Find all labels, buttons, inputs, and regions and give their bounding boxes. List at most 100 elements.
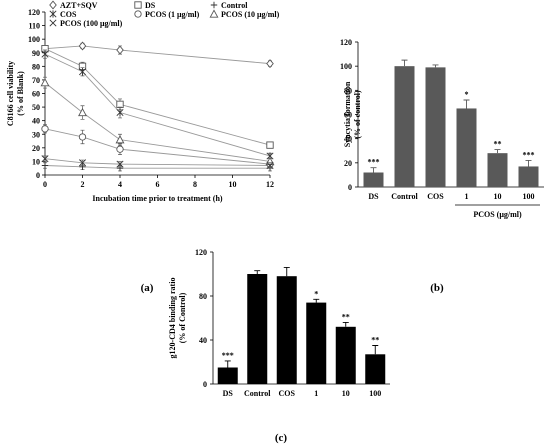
- error-bar-b: [494, 149, 501, 154]
- series-line: [44, 45, 271, 65]
- y-tick-label-a: 120: [28, 8, 40, 17]
- panel-label-b: (b): [430, 282, 444, 294]
- y-tick-label-b: 120: [340, 38, 352, 47]
- error-bar-b: [401, 59, 408, 67]
- data-point: [116, 100, 124, 109]
- data-point: [116, 108, 124, 117]
- y-tick-label-c: 120: [195, 248, 207, 257]
- legend-marker: [209, 9, 219, 18]
- y-tick-label-a: 110: [28, 22, 40, 31]
- series-line: [44, 82, 271, 162]
- chart-c: 0 40 80 120 *** DS Control COS * 1 ** 10 ** 100 g120-C…: [168, 248, 390, 398]
- data-point: [116, 45, 124, 55]
- y-axis-title-line-c: g120-CD4 binding ratio: [168, 278, 177, 359]
- x-tick-label-b: 1: [465, 192, 469, 201]
- x-tick-label-b: DS: [368, 192, 379, 201]
- y-tick-label-a: 0: [36, 171, 40, 180]
- legend-marker: [210, 1, 218, 9]
- data-point: [266, 141, 274, 149]
- data-point: [266, 59, 274, 69]
- x-tick-label-a: 2: [81, 180, 85, 189]
- x-tick-label-a: 4: [118, 180, 122, 189]
- bar-b: [363, 172, 384, 187]
- y-tick-label-b: 100: [340, 62, 352, 71]
- series-line: [44, 128, 271, 165]
- significance-label-c: **: [371, 336, 379, 345]
- chart-a: 0 10 20 30 40 50 60 70 80 90 100 110 120 0 2 4 6 8 10 12 Inc…: [6, 0, 280, 203]
- error-bar-c: [283, 266, 290, 277]
- error-bar-b: [432, 64, 439, 68]
- series-line: [44, 53, 271, 157]
- bar-b: [456, 108, 477, 187]
- bar-c: [306, 302, 327, 384]
- y-tick-label-b: 80: [344, 86, 352, 95]
- series-line: [44, 158, 271, 166]
- x-tick-label-a: 0: [43, 180, 47, 189]
- bar-b: [518, 166, 539, 187]
- legend-label: COS: [60, 10, 77, 19]
- significance-label-c: **: [342, 312, 350, 321]
- significance-label-b: *: [465, 90, 469, 99]
- y-tick-label-a: 90: [32, 49, 40, 58]
- y-tick-label-b: 20: [344, 159, 352, 168]
- bar-c: [335, 326, 356, 384]
- y-tick-label-a: 100: [28, 35, 40, 44]
- x-tick-label-b: COS: [427, 192, 444, 201]
- x-tick-label-a: 8: [193, 180, 197, 189]
- y-axis-title-line-a: C8166 cell viability: [6, 61, 15, 126]
- data-point: [116, 145, 124, 153]
- series-line: [44, 165, 270, 169]
- bar-b: [394, 66, 415, 187]
- panel-label-c: (c): [275, 432, 288, 444]
- legend-label: PCOS (100 μg/ml): [60, 19, 123, 28]
- x-tick-label-b: 100: [523, 192, 535, 201]
- legend-label: AZT+SQV: [60, 1, 98, 10]
- series-line: [44, 48, 271, 146]
- data-point: [266, 161, 274, 170]
- y-tick-label-b: 60: [344, 111, 352, 120]
- x-tick-label-c: DS: [223, 389, 234, 398]
- y-tick-label-c: 80: [199, 292, 207, 301]
- significance-label-b: **: [494, 140, 502, 149]
- legend-marker: [49, 19, 57, 27]
- x-axis-title-a: Incubation time prior to treatment (h): [92, 194, 222, 203]
- data-point: [41, 162, 49, 169]
- y-axis-title-a: C8166 cell viability(% of Blank): [6, 61, 25, 126]
- significance-label-b: ***: [523, 150, 535, 159]
- data-point: [78, 159, 87, 167]
- legend-marker: [49, 10, 57, 18]
- y-tick-label-a: 30: [32, 130, 40, 139]
- error-bar-c: [254, 270, 261, 274]
- bar-b: [425, 67, 446, 187]
- x-tick-label-a: 10: [229, 180, 237, 189]
- error-bar-c: [313, 298, 320, 303]
- x-tick-label-c: 1: [314, 389, 318, 398]
- y-tick-label-a: 70: [32, 76, 40, 85]
- data-point: [41, 155, 49, 163]
- legend-marker: [134, 10, 142, 18]
- legend-marker: [134, 1, 142, 9]
- data-point: [41, 50, 49, 58]
- group-label-b: PCOS (μg/ml): [473, 210, 522, 219]
- data-point: [116, 160, 124, 168]
- error-bar-b: [370, 167, 377, 173]
- error-bar-c: [342, 321, 349, 327]
- significance-label-b: ***: [368, 158, 380, 167]
- x-tick-label-c: COS: [279, 389, 296, 398]
- bar-b: [487, 153, 508, 187]
- error-bar-b: [463, 99, 470, 109]
- significance-label-c: ***: [222, 351, 234, 360]
- y-tick-label-c: 0: [203, 380, 207, 389]
- y-tick-label-a: 10: [32, 157, 40, 166]
- legend-label: PCOS (1 μg/ml): [145, 10, 200, 19]
- panel-label-a: (a): [141, 282, 154, 294]
- y-tick-label-a: 40: [32, 117, 40, 126]
- x-tick-label-c: 10: [342, 389, 350, 398]
- y-tick-label-a: 80: [32, 62, 40, 71]
- y-tick-label-b: 0: [348, 183, 352, 192]
- x-tick-label-b: 10: [494, 192, 502, 201]
- significance-label-c: *: [314, 289, 318, 298]
- error-bar-c: [224, 360, 231, 368]
- data-point: [78, 107, 87, 117]
